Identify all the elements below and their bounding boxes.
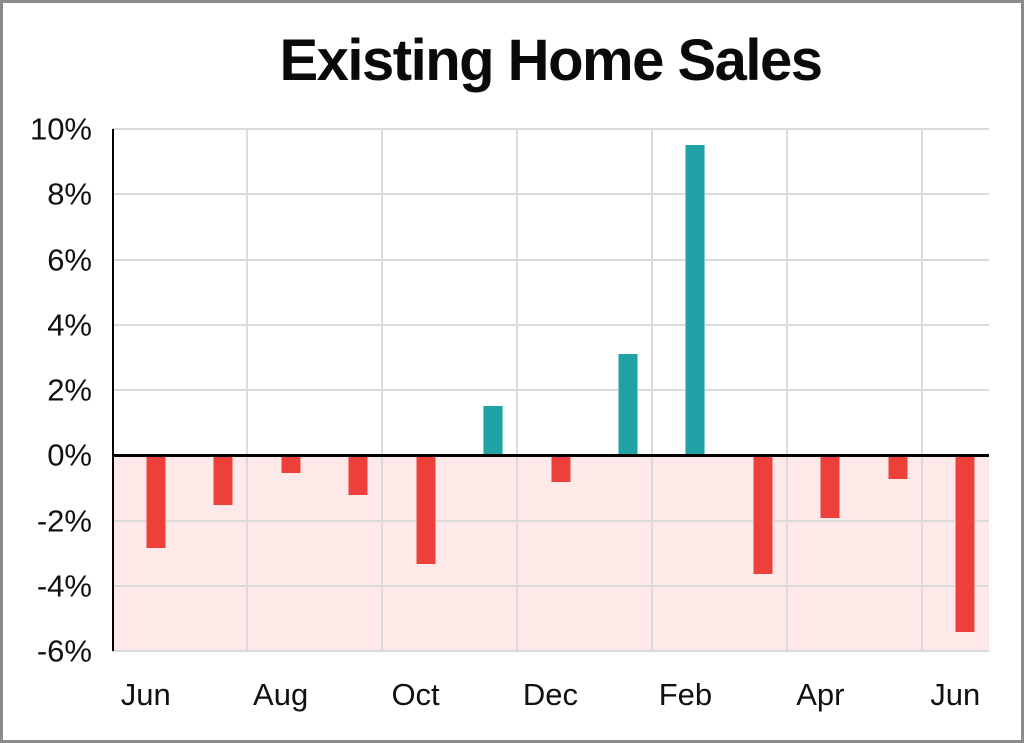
- bar: [483, 406, 504, 456]
- x-tick-label: Feb: [658, 677, 713, 712]
- y-tick-label: 2%: [47, 372, 92, 408]
- h-gridline: [112, 258, 989, 261]
- x-tick-label: Aug: [253, 677, 309, 712]
- h-gridline: [112, 128, 989, 130]
- bar: [955, 456, 976, 633]
- h-gridline: [112, 519, 989, 522]
- v-gridline: [515, 129, 518, 651]
- y-tick-label: 0%: [47, 437, 92, 473]
- y-tick-label: 4%: [47, 307, 92, 343]
- y-tick-label: -6%: [36, 633, 92, 669]
- y-tick-label: -4%: [36, 568, 92, 604]
- bar: [348, 456, 369, 496]
- v-gridline: [245, 129, 248, 651]
- y-tick-label: 10%: [29, 111, 92, 147]
- bar: [887, 456, 908, 480]
- h-gridline: [112, 650, 989, 652]
- h-gridline: [112, 389, 989, 391]
- bar: [550, 456, 571, 483]
- v-gridline: [650, 129, 653, 651]
- x-tick-label: Apr: [796, 677, 845, 712]
- x-tick-label: Jun: [120, 677, 171, 712]
- zero-axis-line: [112, 454, 989, 458]
- x-tick-label: Dec: [522, 677, 579, 712]
- bar: [213, 456, 234, 506]
- v-gridline: [785, 129, 788, 651]
- bar: [617, 354, 638, 456]
- bar: [752, 456, 773, 574]
- bar: [145, 456, 166, 548]
- y-tick-label: -2%: [36, 503, 92, 538]
- h-gridline: [112, 323, 989, 326]
- negative-region-shade: [112, 455, 989, 651]
- h-gridline: [112, 584, 989, 587]
- x-tick-label: Jun: [930, 677, 981, 712]
- x-tick-label: Oct: [391, 677, 440, 712]
- y-axis-line: [112, 129, 114, 651]
- y-tick-label: 8%: [47, 176, 92, 212]
- bar: [685, 145, 706, 456]
- v-gridline: [380, 129, 383, 651]
- bar: [415, 456, 436, 564]
- chart-title: Existing Home Sales: [279, 28, 823, 93]
- h-gridline: [112, 193, 989, 196]
- bar: [280, 456, 301, 473]
- y-tick-label: 6%: [47, 242, 92, 277]
- v-gridline: [920, 129, 923, 651]
- bar: [820, 456, 841, 519]
- plot-area: [112, 128, 989, 652]
